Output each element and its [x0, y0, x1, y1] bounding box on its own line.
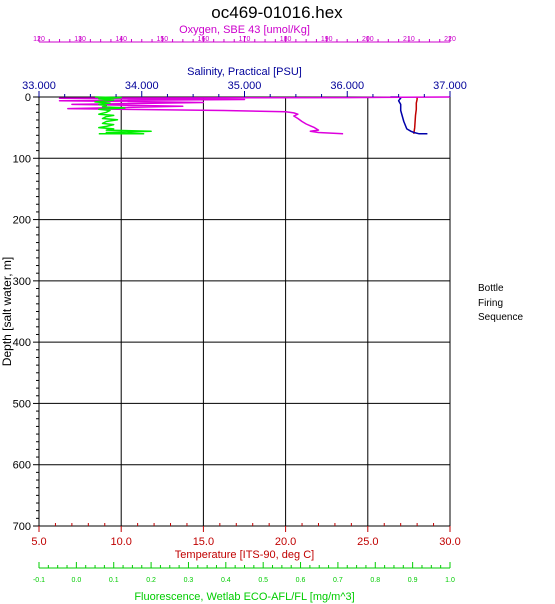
temperature-tick-label: 10.0 [110, 536, 131, 548]
depth-tick-label: 100 [13, 153, 31, 165]
depth-tick-label: 200 [13, 215, 31, 227]
fluorescence-tick-label: 0.3 [184, 577, 194, 584]
data-series [58, 96, 451, 135]
axes: 0 100 200 300 400 500 600 700 Depth [salt water,… [0, 24, 467, 603]
fluorescence-tick-label: 0.1 [109, 577, 119, 584]
salinity-tick-label: 36.000 [330, 80, 364, 92]
oxygen-tick-label: 210 [403, 36, 415, 43]
fluorescence-tick-label: 0.9 [408, 577, 418, 584]
bottle-firing-label-2: Firing [478, 298, 504, 309]
temperature-tick-label: 20.0 [275, 536, 296, 548]
temperature-tick-label: 15.0 [193, 536, 214, 548]
salinity-tick-label: 35.000 [228, 80, 262, 92]
oxygen-tick-label: 140 [115, 36, 127, 43]
depth-axis-label: Depth [salt water, m] [0, 257, 14, 366]
salinity-tick-label: 34.000 [125, 80, 159, 92]
oxygen-axis-label: Oxygen, SBE 43 [umol/Kg] [179, 24, 310, 36]
fluorescence-tick-label: 0.5 [258, 577, 268, 584]
oxygen-tick-label: 130 [74, 36, 86, 43]
depth-tick-label: 0 [25, 92, 31, 104]
salinity-axis-label: Salinity, Practical [PSU] [187, 66, 302, 78]
salinity-tick-label: 33.000 [22, 80, 56, 92]
bottle-firing-label-3: Sequence [478, 312, 524, 323]
depth-tick-label: 400 [13, 337, 31, 349]
temperature-tick-label: 5.0 [31, 536, 46, 548]
fluorescence-tick-label: 0.8 [370, 577, 380, 584]
oxygen-tick-label: 120 [33, 36, 45, 43]
depth-tick-label: 600 [13, 460, 31, 472]
bottle-firing-label-1: Bottle [478, 283, 504, 294]
oxygen-tick-label: 200 [362, 36, 374, 43]
temperature-tick-label: 25.0 [357, 536, 378, 548]
salinity-series-line [390, 96, 428, 135]
fluorescence-tick-label: 0.6 [296, 577, 306, 584]
fluorescence-series-line [94, 96, 152, 135]
fluorescence-tick-label: -0.1 [33, 577, 45, 584]
oxygen-tick-label: 170 [239, 36, 251, 43]
plot-grid [38, 96, 451, 527]
fluorescence-axis-label: Fluorescence, Wetlab ECO-AFL/FL [mg/m^3] [134, 591, 354, 603]
fluorescence-tick-label: 0.7 [333, 577, 343, 584]
oxygen-tick-label: 220 [444, 36, 456, 43]
fluorescence-tick-label: 1.0 [445, 577, 455, 584]
oxygen-series-line [58, 96, 451, 135]
depth-tick-label: 700 [13, 521, 31, 533]
depth-tick-label: 300 [13, 276, 31, 288]
salinity-tick-label: 37.000 [433, 80, 467, 92]
oxygen-tick-label: 150 [156, 36, 168, 43]
oxygen-tick-label: 190 [321, 36, 333, 43]
temperature-series-line [413, 97, 418, 134]
plot-frame [38, 96, 451, 527]
temperature-tick-label: 30.0 [439, 536, 460, 548]
fluorescence-tick-label: 0.4 [221, 577, 231, 584]
fluorescence-tick-label: 0.2 [146, 577, 156, 584]
chart-title: oc469-01016.hex [211, 3, 343, 22]
depth-tick-label: 500 [13, 398, 31, 410]
oxygen-tick-label: 180 [280, 36, 292, 43]
oxygen-tick-label: 160 [198, 36, 210, 43]
fluorescence-tick-label: 0.0 [71, 577, 81, 584]
temperature-axis-label: Temperature [ITS-90, deg C] [175, 549, 314, 561]
